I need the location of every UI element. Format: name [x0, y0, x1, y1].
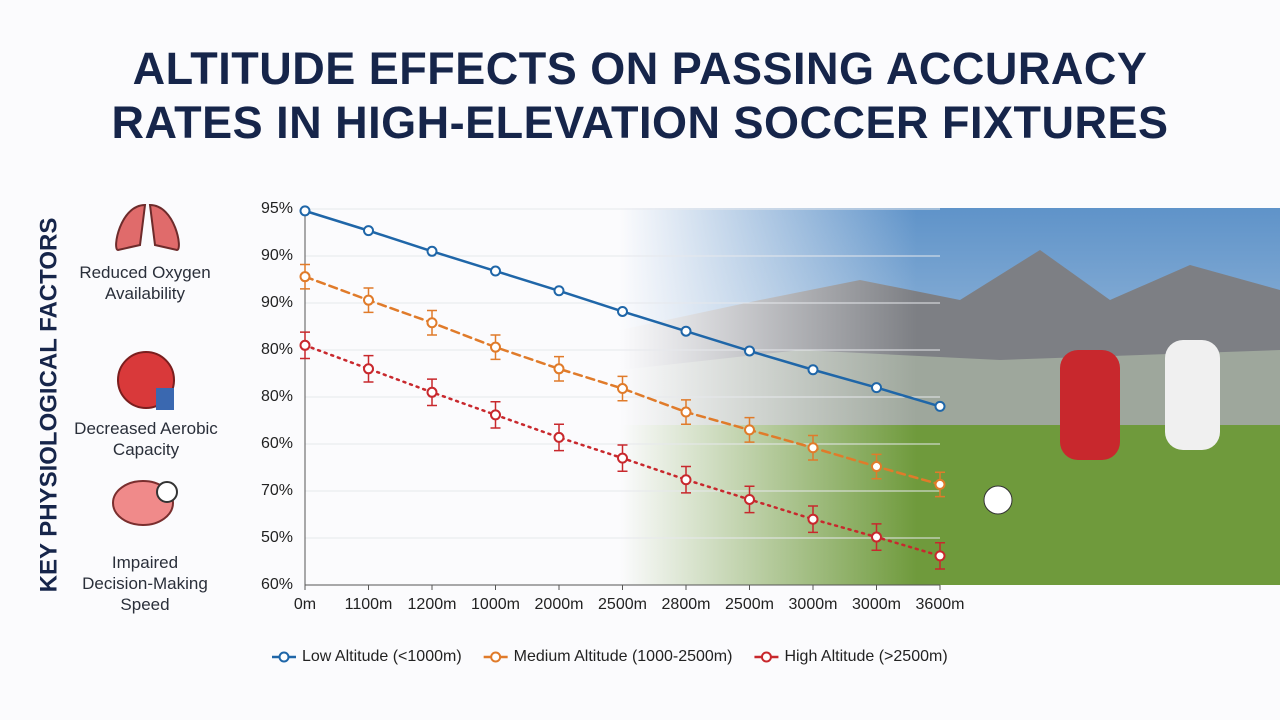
data-point: [490, 265, 501, 277]
legend-marker: [490, 651, 502, 663]
data-point: [363, 363, 374, 375]
x-tick-label: 3000m: [852, 596, 901, 613]
data-point: [934, 400, 946, 412]
x-tick-label: 2500m: [598, 596, 647, 613]
legend-marker: [760, 651, 772, 663]
x-tick-label: 3000m: [789, 596, 838, 613]
data-point: [299, 205, 311, 217]
y-tick-label: 70%: [261, 482, 293, 499]
x-tick-label: 1000m: [471, 596, 520, 613]
y-tick-label: 60%: [261, 576, 293, 593]
data-point: [617, 383, 628, 395]
data-point: [744, 345, 755, 357]
data-point: [807, 513, 819, 525]
y-tick-label: 80%: [261, 388, 293, 405]
legend-label: Medium Altitude (1000-2500m): [514, 648, 733, 665]
data-point: [426, 386, 438, 398]
factor-label: Impaired Decision-Making Speed: [82, 553, 208, 614]
data-point: [871, 531, 882, 543]
data-point: [426, 245, 438, 257]
x-tick-label: 2800m: [662, 596, 711, 613]
data-point: [617, 452, 628, 464]
data-point: [807, 364, 819, 376]
data-point: [680, 325, 692, 337]
x-tick-label: 0m: [294, 596, 316, 613]
data-point: [617, 305, 628, 317]
data-point: [553, 285, 565, 297]
data-point: [299, 271, 311, 283]
x-tick-label: 1100m: [345, 596, 393, 613]
data-point: [299, 339, 311, 351]
data-point: [363, 225, 374, 237]
data-point: [680, 406, 692, 418]
factor-label: Reduced Oxygen Availability: [79, 263, 211, 303]
chart-title: ALTITUDE EFFECTS ON PASSING ACCURACY RAT…: [111, 43, 1169, 148]
sidebar-icons: [112, 203, 180, 526]
x-tick-label: 1200m: [408, 596, 457, 613]
data-point: [553, 431, 565, 443]
y-tick-label: 50%: [261, 529, 293, 546]
y-tick-label: 95%: [261, 200, 293, 217]
data-point: [680, 474, 692, 486]
data-point: [426, 317, 438, 329]
legend-marker: [278, 651, 290, 663]
y-tick-label: 90%: [261, 247, 293, 264]
x-tick-label: 2500m: [725, 596, 774, 613]
legend-label: High Altitude (>2500m): [784, 648, 947, 665]
legend-label: Low Altitude (<1000m): [302, 648, 462, 665]
y-tick-label: 60%: [261, 435, 293, 452]
y-tick-label: 80%: [261, 341, 293, 358]
data-point: [744, 493, 755, 505]
data-point: [934, 478, 946, 490]
x-tick-label: 3600m: [916, 596, 965, 613]
photo: [620, 208, 1280, 585]
factor-label: Decreased Aerobic Capacity: [74, 419, 218, 459]
y-tick-label: 90%: [261, 294, 293, 311]
data-point: [744, 424, 755, 436]
data-point: [363, 294, 374, 306]
data-point: [490, 409, 501, 421]
data-point: [871, 461, 882, 473]
data-point: [807, 442, 819, 454]
data-point: [871, 382, 882, 394]
data-point: [553, 363, 565, 375]
data-point: [490, 341, 501, 353]
series-line: [303, 275, 942, 486]
sidebar-title: KEY PHYSIOLOGICAL FACTORS: [35, 218, 62, 593]
x-tick-label: 2000m: [535, 596, 584, 613]
data-point: [934, 550, 946, 562]
